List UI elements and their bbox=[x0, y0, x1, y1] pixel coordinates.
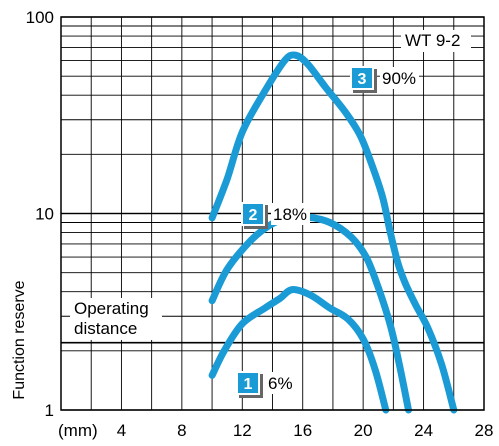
series-label: 18% bbox=[273, 205, 307, 224]
x-tick-label: 28 bbox=[475, 421, 494, 440]
curve-1 bbox=[208, 286, 390, 414]
y-axis-tick-labels: 1 10 100 bbox=[26, 8, 54, 420]
x-axis-tick-labels: (mm) 4 8 12 16 20 24 28 bbox=[58, 421, 493, 440]
badge-number: 1 bbox=[244, 376, 253, 393]
operating-distance-label-line1: Operating bbox=[74, 299, 149, 318]
y-tick-label: 100 bbox=[26, 8, 54, 27]
y-axis-title: Function reserve bbox=[11, 280, 28, 399]
x-axis-unit: (mm) bbox=[58, 421, 98, 440]
series-annotations: 1 6% 2 18% 3 90% bbox=[236, 66, 419, 398]
badge-number: 3 bbox=[358, 71, 367, 88]
plot-frame bbox=[60, 16, 485, 411]
curve-2 bbox=[208, 213, 412, 414]
badge-fill bbox=[352, 68, 372, 88]
x-tick-label: 16 bbox=[293, 421, 312, 440]
badge-fill bbox=[243, 204, 263, 224]
x-tick-label: 24 bbox=[414, 421, 433, 440]
label-background bbox=[266, 372, 294, 394]
y-tick-label: 10 bbox=[35, 205, 54, 224]
annotation-2: 2 18% bbox=[241, 202, 310, 229]
curve-3 bbox=[208, 51, 458, 414]
x-tick-label: 8 bbox=[177, 421, 186, 440]
badge-fill bbox=[238, 373, 258, 393]
x-tick-label: 20 bbox=[354, 421, 373, 440]
series-label: 6% bbox=[268, 374, 293, 393]
tag-box: WT 9-2 bbox=[401, 30, 471, 52]
operating-distance-label-line2: distance bbox=[74, 319, 137, 338]
series-label: 90% bbox=[382, 69, 416, 88]
x-tick-label: 4 bbox=[117, 421, 126, 440]
annotation-3: 3 90% bbox=[350, 66, 419, 93]
x-tick-label: 12 bbox=[233, 421, 252, 440]
curves bbox=[208, 51, 458, 414]
operating-distance-label: Operating distance bbox=[70, 298, 162, 340]
badge-number: 2 bbox=[249, 207, 258, 224]
chart-tag: WT 9-2 bbox=[405, 31, 460, 50]
y-tick-label: 1 bbox=[45, 401, 54, 420]
label-background bbox=[271, 203, 310, 225]
annotation-1: 1 6% bbox=[236, 371, 294, 398]
label-background bbox=[380, 67, 419, 89]
